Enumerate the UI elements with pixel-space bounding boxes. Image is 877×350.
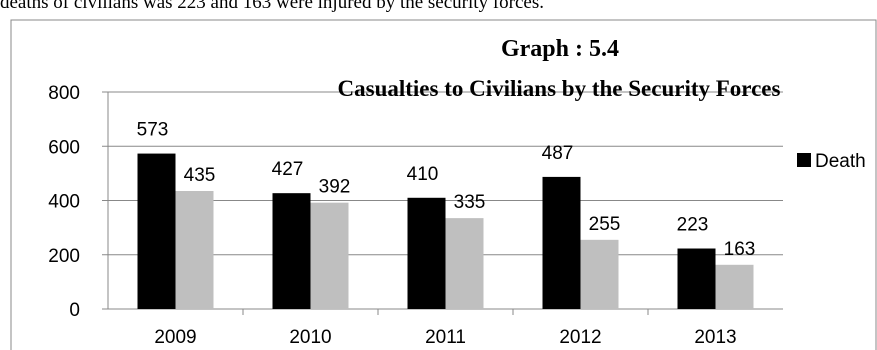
bar-series-2 bbox=[310, 202, 349, 309]
x-tick-label: 2013 bbox=[694, 327, 736, 348]
y-tick-label: 400 bbox=[48, 192, 80, 213]
y-tick-label: 800 bbox=[48, 83, 80, 104]
x-tick-label: 2012 bbox=[559, 327, 601, 348]
chart-title: Graph : 5.4 bbox=[501, 36, 619, 62]
x-tick-label: 2009 bbox=[154, 327, 196, 348]
bar-series-2 bbox=[715, 264, 754, 309]
data-label: 255 bbox=[589, 214, 621, 235]
y-tick-label: 0 bbox=[69, 300, 80, 321]
legend: Death bbox=[797, 151, 866, 172]
y-tick-label: 600 bbox=[48, 137, 80, 158]
legend-label: Death bbox=[815, 151, 866, 172]
bar-series-2 bbox=[580, 239, 619, 309]
bar-series-2 bbox=[175, 191, 214, 309]
x-tick-label: 2010 bbox=[289, 327, 331, 348]
bar-death bbox=[272, 193, 311, 309]
data-labels: 573 435 427 392 410 335 487 255 223 163 bbox=[137, 120, 756, 260]
data-label: 427 bbox=[272, 159, 304, 180]
data-label: 410 bbox=[407, 164, 439, 185]
legend-swatch bbox=[797, 153, 811, 167]
bar-series-2 bbox=[445, 218, 484, 309]
chart-subtitle: Casualties to Civilians by the Security … bbox=[338, 76, 781, 101]
intro-text: deaths of civilians was 223 and 163 were… bbox=[0, 0, 544, 13]
bars bbox=[137, 153, 754, 309]
data-label: 335 bbox=[454, 192, 486, 213]
data-label: 163 bbox=[724, 239, 756, 260]
bar-death bbox=[137, 153, 176, 309]
data-label: 573 bbox=[137, 120, 169, 141]
data-label: 487 bbox=[542, 143, 574, 164]
data-label: 392 bbox=[319, 177, 351, 198]
bar-death bbox=[677, 248, 716, 309]
data-label: 435 bbox=[184, 165, 216, 186]
bar-death bbox=[407, 197, 446, 309]
x-tick-label: 2011 bbox=[425, 327, 466, 348]
data-label: 223 bbox=[677, 215, 709, 236]
axes: 0 200 400 600 800 2009 2010 2011 2012 2013 bbox=[48, 83, 783, 348]
y-tick-label: 200 bbox=[48, 246, 80, 267]
bar-death bbox=[542, 176, 581, 309]
